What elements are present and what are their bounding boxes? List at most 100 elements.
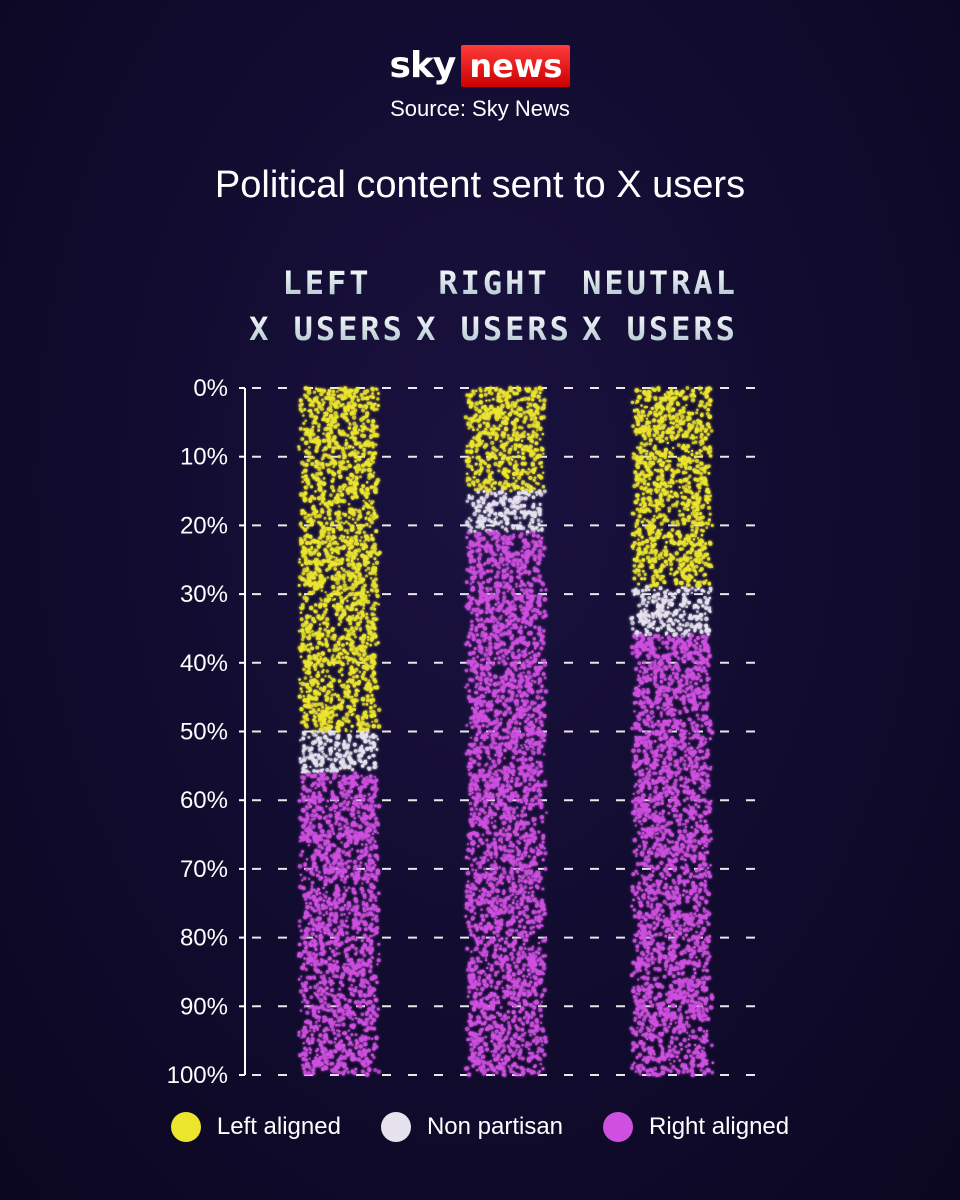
- bar-particle: [331, 489, 336, 493]
- bar-particle: [369, 588, 374, 592]
- bar-particle: [335, 1023, 338, 1027]
- bar-particle: [301, 786, 305, 790]
- bar-particle: [359, 886, 364, 892]
- bar-particle: [343, 454, 347, 458]
- bar-particle: [366, 599, 371, 604]
- bar-particle: [338, 505, 341, 508]
- bar-particle: [339, 560, 344, 565]
- bar-particle: [482, 489, 486, 493]
- bar-particle: [316, 652, 321, 657]
- bar-particle: [311, 456, 315, 460]
- bar-particle: [325, 805, 328, 808]
- bar-particle: [486, 412, 491, 418]
- bar-particle: [520, 1027, 525, 1032]
- bar-particle: [326, 661, 331, 665]
- bar-particle: [348, 592, 353, 597]
- bar-particle: [357, 652, 362, 657]
- bar-particle: [342, 879, 347, 884]
- bar-particle: [323, 427, 328, 432]
- bar-particle: [344, 687, 347, 690]
- bar-particle: [311, 824, 316, 829]
- bar-particle: [314, 796, 318, 800]
- bar-particle: [518, 573, 522, 576]
- bar-particle: [369, 643, 372, 647]
- bar-particle: [302, 752, 305, 755]
- bar-particle: [362, 447, 366, 452]
- bar-particle: [324, 754, 328, 758]
- bar-particle: [321, 466, 325, 470]
- bar-particle: [370, 715, 373, 719]
- bar-particle: [312, 769, 316, 773]
- bar-particle: [317, 870, 321, 874]
- bar-particle: [337, 783, 343, 788]
- bar-particle: [322, 974, 326, 977]
- bar-particle: [303, 934, 308, 938]
- bar-particle: [364, 829, 369, 834]
- bar-particle: [345, 528, 349, 533]
- bar-particle: [358, 793, 363, 799]
- bar-particle: [502, 794, 507, 798]
- bar-particle: [303, 995, 307, 999]
- bar-particle: [538, 502, 542, 506]
- bar-particle: [506, 433, 510, 437]
- bar-particle: [330, 994, 334, 997]
- bar-particle: [298, 924, 301, 928]
- bar-particle: [331, 1027, 335, 1032]
- bar-particle: [540, 465, 544, 469]
- bar-particle: [344, 520, 348, 524]
- bar-particle: [371, 913, 375, 917]
- bar-particle: [356, 530, 362, 535]
- bar-particle: [306, 458, 311, 463]
- bar-particle: [345, 836, 349, 839]
- bar-particle: [335, 820, 338, 823]
- bar-particle: [349, 478, 352, 482]
- bar-particle: [339, 791, 342, 794]
- bar-particle: [319, 970, 323, 975]
- bar-particle: [500, 695, 505, 700]
- bar-particle: [472, 419, 476, 423]
- bar-particle: [350, 1033, 354, 1037]
- bar-particle: [333, 898, 337, 902]
- bar-particle: [315, 645, 320, 650]
- bar-particle: [302, 595, 308, 600]
- bar-particle: [359, 649, 362, 652]
- bar-particle: [359, 1038, 364, 1043]
- bar-particle: [317, 1019, 321, 1022]
- bar-particle: [530, 394, 535, 398]
- bar-particle: [376, 1007, 380, 1011]
- bar-particle: [486, 417, 491, 421]
- bar-particle: [473, 488, 477, 491]
- bar-particle: [305, 690, 308, 693]
- bar-particle: [350, 987, 354, 991]
- bar-particle: [488, 455, 493, 460]
- bar-particle: [309, 754, 315, 759]
- bar-particle: [360, 744, 364, 748]
- bar-particle: [320, 589, 323, 592]
- bar-particle: [349, 445, 353, 448]
- bar-particle: [317, 640, 322, 645]
- bar-particle: [361, 900, 365, 905]
- bar-particle: [331, 458, 335, 462]
- bar-particle: [360, 433, 365, 438]
- bar-particle: [369, 395, 372, 398]
- bar-particle: [501, 390, 506, 395]
- bar-particle: [501, 431, 504, 434]
- bar-particle: [332, 1031, 336, 1035]
- bar-particle: [499, 1006, 503, 1009]
- bar-segment-non-partisan: [298, 729, 379, 775]
- y-tick-label: 70%: [180, 856, 228, 883]
- bar-particle: [330, 790, 334, 794]
- bar-particle: [489, 569, 494, 573]
- bar-particle: [531, 423, 536, 428]
- bar-particle: [511, 420, 516, 426]
- bar-particle: [360, 938, 364, 943]
- bar-particle: [315, 935, 318, 938]
- bar-particle: [305, 838, 311, 843]
- bar-particle: [306, 513, 311, 517]
- bar-particle: [329, 592, 334, 598]
- bar-particle: [370, 934, 373, 938]
- bar-particle: [307, 922, 311, 925]
- bar-particle: [363, 735, 367, 739]
- bar-particle: [365, 849, 369, 854]
- bar-particle: [336, 542, 340, 546]
